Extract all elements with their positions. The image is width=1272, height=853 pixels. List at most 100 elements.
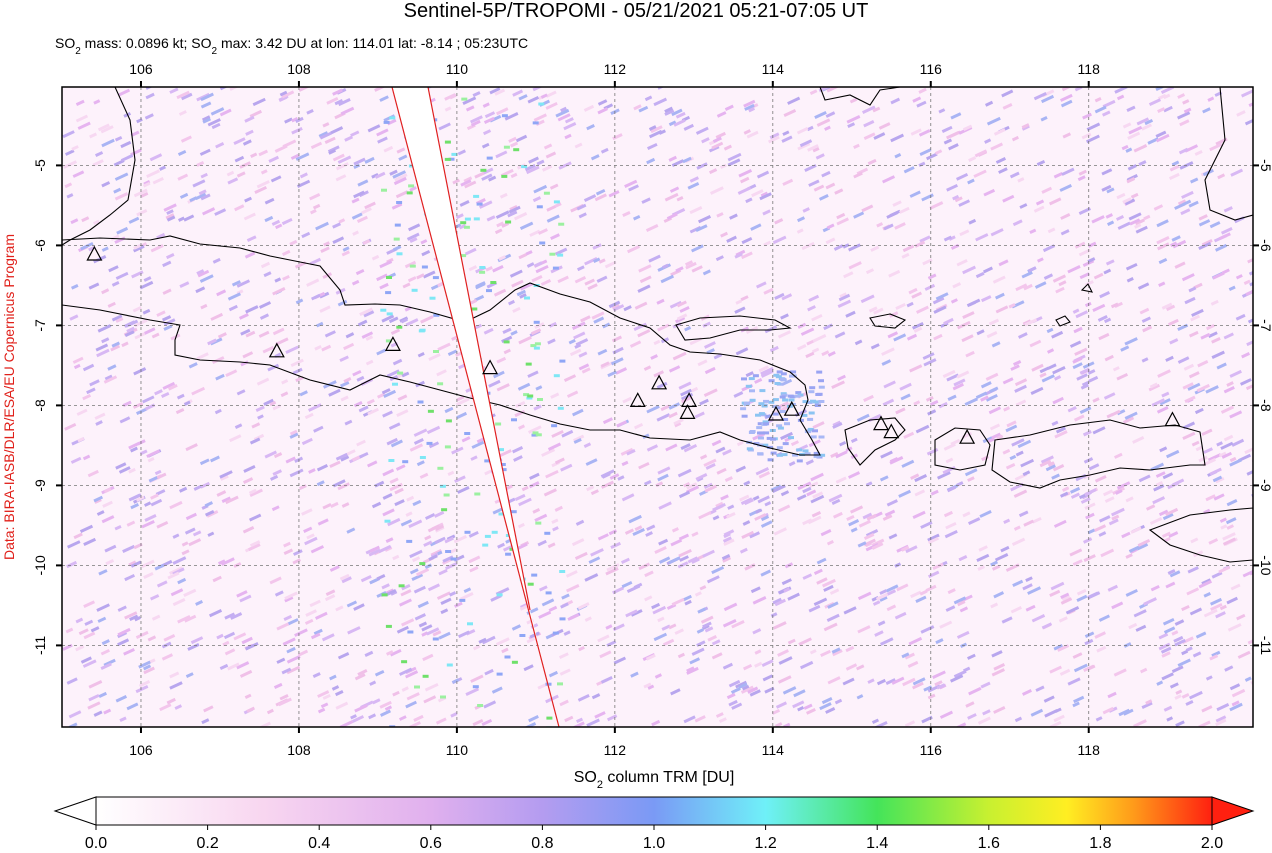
pixel xyxy=(1091,215,1105,224)
pixel xyxy=(1162,472,1174,480)
pixel xyxy=(1115,489,1123,495)
y-tick-label: -8 xyxy=(32,399,48,412)
pixel xyxy=(827,676,841,685)
pixel xyxy=(226,170,235,177)
pixel xyxy=(919,589,928,596)
pixel xyxy=(428,441,440,449)
pixel xyxy=(1011,438,1025,447)
pixel xyxy=(130,130,140,137)
pixel xyxy=(188,538,202,547)
pixel xyxy=(1041,94,1055,104)
pixel xyxy=(957,600,966,607)
pixel xyxy=(904,720,916,727)
pixel xyxy=(1009,171,1020,179)
pixel xyxy=(364,156,375,164)
pixel xyxy=(893,333,907,342)
pixel xyxy=(401,686,409,692)
pixel xyxy=(734,306,746,314)
pixel xyxy=(1177,199,1187,206)
pixel xyxy=(289,239,298,246)
pixel xyxy=(465,105,475,112)
pixel xyxy=(558,652,569,660)
pixel xyxy=(392,690,400,697)
pixel xyxy=(317,518,329,526)
pixel xyxy=(484,469,493,476)
pixel xyxy=(416,460,425,467)
pixel xyxy=(290,358,304,368)
pixel xyxy=(510,330,518,336)
pixel xyxy=(802,518,813,526)
pixel xyxy=(703,341,716,349)
pixel xyxy=(684,326,692,332)
pixel xyxy=(901,545,910,552)
pixel xyxy=(797,322,807,329)
pixel xyxy=(395,190,409,199)
pixel xyxy=(1124,411,1138,420)
pixel xyxy=(165,253,175,260)
pixel xyxy=(427,583,441,592)
pixel xyxy=(87,701,101,710)
pixel xyxy=(704,484,717,493)
pixel xyxy=(387,517,401,527)
pixel xyxy=(1181,692,1190,699)
pixel xyxy=(678,548,692,558)
pixel xyxy=(878,122,891,130)
pixel xyxy=(364,650,374,658)
pixel xyxy=(1224,665,1234,672)
pixel xyxy=(1067,405,1077,413)
pixel xyxy=(362,239,371,245)
pixel xyxy=(674,628,684,635)
pixel xyxy=(242,351,254,359)
pixel xyxy=(535,119,545,127)
pixel xyxy=(956,172,969,181)
pixel xyxy=(759,192,772,201)
pixel xyxy=(202,207,216,216)
pixel xyxy=(239,594,252,603)
pixel xyxy=(200,172,208,179)
pixel xyxy=(90,626,100,633)
pixel xyxy=(214,408,222,415)
pixel xyxy=(959,606,969,613)
pixel xyxy=(744,498,754,506)
pixel xyxy=(314,345,322,351)
pixel xyxy=(881,359,892,366)
pixel xyxy=(694,411,705,419)
pixel xyxy=(384,519,391,523)
x-tick-label: 106 xyxy=(129,61,153,77)
pixel xyxy=(854,339,863,346)
pixel xyxy=(874,630,884,637)
pixel xyxy=(396,409,409,418)
pixel xyxy=(197,269,210,278)
pixel xyxy=(478,200,493,209)
pixel xyxy=(644,95,653,102)
pixel xyxy=(1049,665,1062,674)
pixel xyxy=(97,324,112,333)
pixel xyxy=(566,584,580,593)
pixel xyxy=(287,618,299,626)
pixel xyxy=(537,682,549,690)
pixel xyxy=(950,438,961,446)
pixel xyxy=(1196,383,1210,393)
pixel xyxy=(857,591,872,601)
pixel xyxy=(695,126,709,135)
pixel xyxy=(596,275,608,283)
pixel xyxy=(751,189,764,198)
pixel xyxy=(762,209,771,216)
pixel xyxy=(764,501,772,507)
pixel xyxy=(1101,184,1112,192)
pixel xyxy=(980,295,992,303)
pixel xyxy=(574,142,583,149)
pixel xyxy=(1190,537,1199,544)
pixel xyxy=(621,460,629,467)
pixel xyxy=(299,390,308,397)
pixel xyxy=(1072,308,1080,314)
pixel xyxy=(144,501,152,507)
pixel xyxy=(1172,239,1187,249)
pixel xyxy=(285,456,296,464)
pixel xyxy=(924,283,936,291)
pixel xyxy=(995,292,1005,300)
pixel xyxy=(166,209,174,215)
pixel xyxy=(986,331,998,339)
pixel xyxy=(498,255,506,261)
pixel xyxy=(433,313,440,317)
